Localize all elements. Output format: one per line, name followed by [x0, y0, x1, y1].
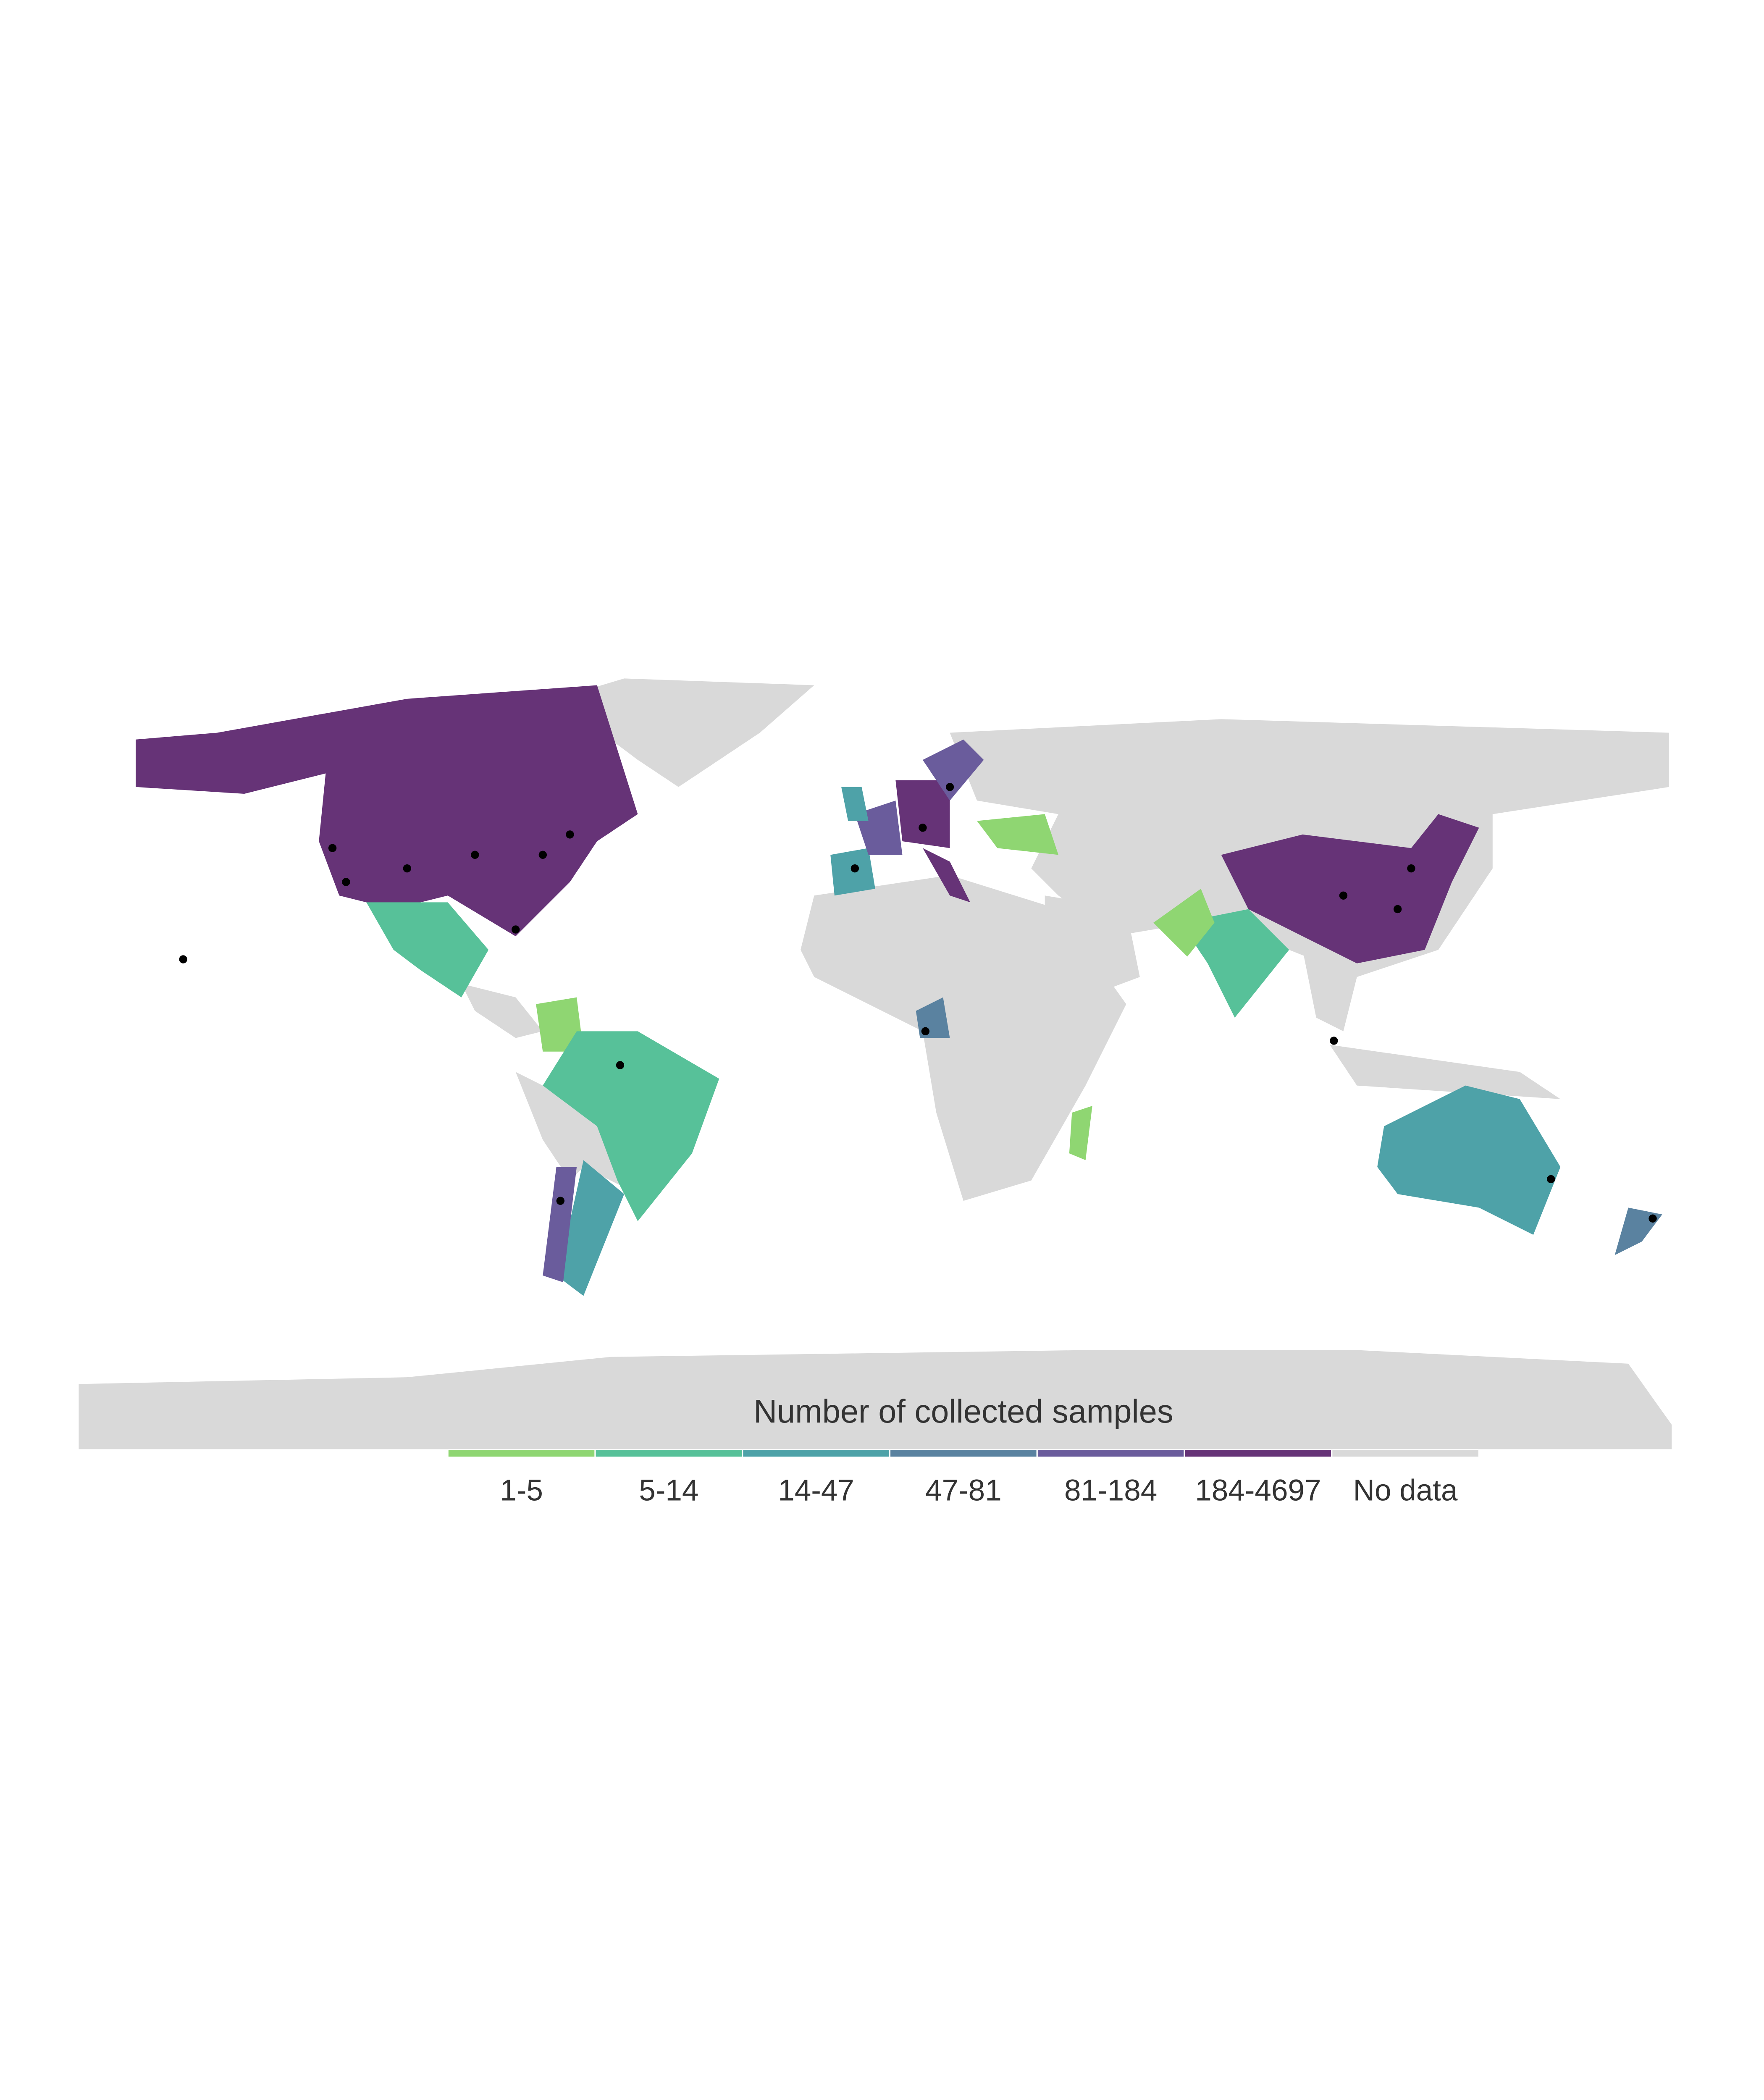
- sample-point: [850, 864, 859, 873]
- new-zealand: [1614, 1208, 1662, 1255]
- greenland: [556, 678, 814, 787]
- north-america: [136, 685, 638, 937]
- argentina: [556, 1160, 625, 1296]
- colombia: [536, 997, 584, 1052]
- sample-point: [1547, 1175, 1555, 1184]
- brazil: [543, 1031, 719, 1221]
- sample-point: [556, 1197, 565, 1205]
- antarctica: [79, 1350, 1672, 1449]
- sample-point: [945, 783, 954, 791]
- legend-label: 184-4697: [1195, 1474, 1321, 1507]
- legend-label: 81-184: [1064, 1474, 1157, 1507]
- sample-points: [179, 783, 1657, 1223]
- madagascar: [1069, 1106, 1092, 1160]
- sample-point: [328, 844, 337, 852]
- sample-point: [342, 878, 350, 886]
- sample-point: [1407, 864, 1415, 873]
- legend-swatch: [1037, 1450, 1184, 1457]
- central-america: [461, 984, 543, 1038]
- sample-point: [919, 824, 927, 832]
- germany: [895, 780, 950, 848]
- world-map: [79, 678, 1672, 1449]
- ukraine: [977, 814, 1058, 855]
- pakistan: [1153, 889, 1215, 957]
- sample-point: [566, 830, 574, 839]
- sample-point: [179, 955, 187, 963]
- australia: [1377, 1085, 1561, 1235]
- legend-label: 1-5: [500, 1474, 543, 1507]
- mexico: [366, 902, 489, 998]
- sample-point: [616, 1061, 625, 1069]
- italy: [922, 848, 970, 903]
- sample-point: [1339, 891, 1348, 900]
- legend-label: 5-14: [639, 1474, 698, 1507]
- indonesia: [1330, 1045, 1561, 1099]
- legend-swatch: [890, 1450, 1037, 1457]
- legend-swatch: [1332, 1450, 1478, 1457]
- scandinavia: [922, 739, 984, 801]
- india: [1180, 909, 1289, 1018]
- legend-label: 47-81: [925, 1474, 1002, 1507]
- china: [1221, 814, 1479, 963]
- legend: Number of collected samples 1-5 5-14 14-47…: [448, 1394, 1478, 1507]
- south-america-other: [515, 1072, 638, 1194]
- legend-swatch: [448, 1450, 595, 1457]
- southeast-asia: [1302, 950, 1357, 1032]
- united-kingdom: [841, 787, 869, 821]
- sample-point: [1648, 1214, 1657, 1223]
- legend-label: No data: [1353, 1474, 1458, 1507]
- sample-point: [403, 864, 411, 873]
- africa: [801, 875, 1126, 1201]
- sample-point: [1330, 1037, 1338, 1045]
- legend-label: 14-47: [778, 1474, 854, 1507]
- legend-swatch: [1185, 1450, 1331, 1457]
- sample-point: [921, 1027, 930, 1036]
- sample-point: [538, 850, 547, 859]
- legend-swatch: [596, 1450, 742, 1457]
- sample-point: [471, 850, 479, 859]
- sample-point: [1393, 905, 1402, 914]
- sample-point: [512, 925, 520, 934]
- legend-title: Number of collected samples: [753, 1394, 1173, 1430]
- legend-swatch: [743, 1450, 889, 1457]
- chile: [543, 1167, 577, 1283]
